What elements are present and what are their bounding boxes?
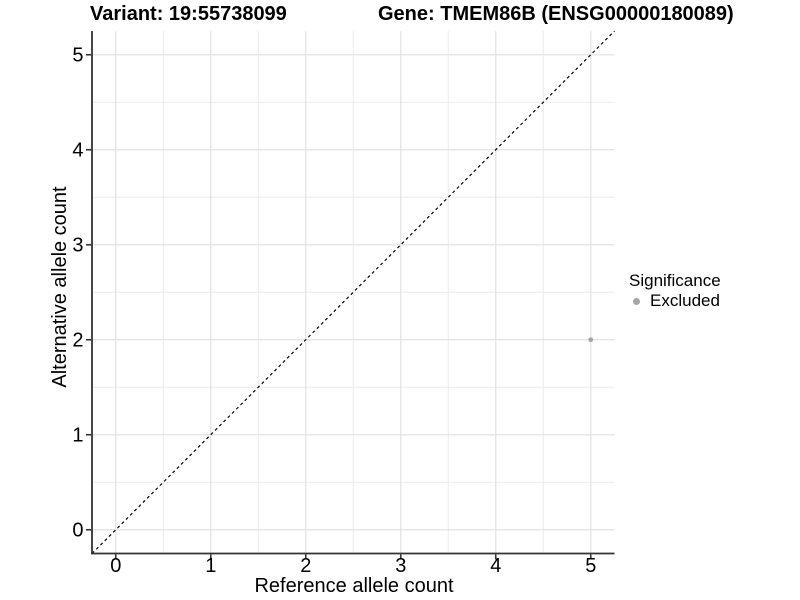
x-tick-label: 3 xyxy=(395,555,406,577)
legend-entry-excluded: Excluded xyxy=(629,291,721,311)
y-axis-title: Alternative allele count xyxy=(49,186,71,388)
x-axis-title: Reference allele count xyxy=(254,575,454,597)
y-tick-label: 0 xyxy=(72,519,83,541)
plot-title-gene: Gene: TMEM86B (ENSG00000180089) xyxy=(378,3,734,25)
x-tick-label: 1 xyxy=(205,555,216,577)
legend-entry-label: Excluded xyxy=(650,291,720,310)
excluded-point-icon xyxy=(633,297,640,305)
y-tick-label: 3 xyxy=(72,234,83,256)
plot-title-variant: Variant: 19:55738099 xyxy=(90,3,287,25)
data-point xyxy=(588,337,594,343)
y-tick-label: 5 xyxy=(72,44,83,66)
x-tick-label: 2 xyxy=(300,555,311,577)
y-tick-label: 2 xyxy=(72,329,83,351)
y-tick-label: 1 xyxy=(72,424,83,446)
legend: Significance Excluded xyxy=(629,271,721,311)
legend-title: Significance xyxy=(629,271,721,290)
x-tick-label: 0 xyxy=(110,555,121,577)
x-tick-label: 4 xyxy=(490,555,501,577)
y-tick-label: 4 xyxy=(72,139,83,161)
x-tick-label: 5 xyxy=(585,555,596,577)
